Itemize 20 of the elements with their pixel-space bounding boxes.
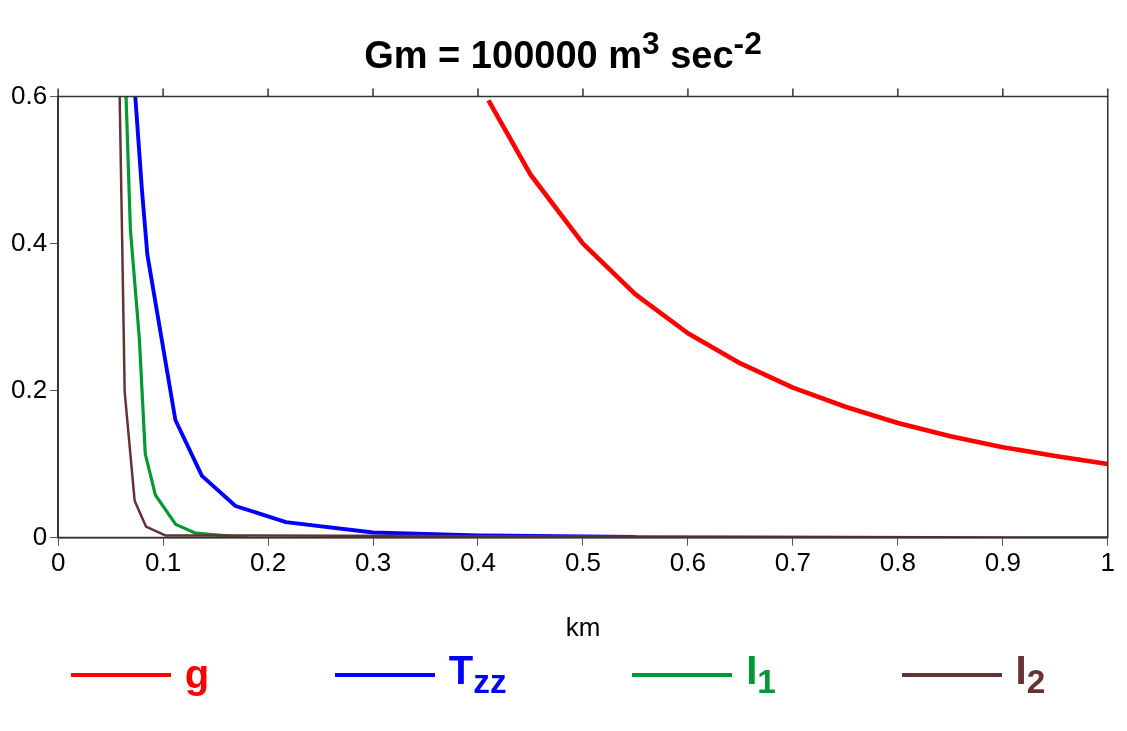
chart-title: Gm = 100000 m$^{3}$ sec$^{-2}$: [363, 24, 763, 78]
x-tick-label: 0.8: [879, 547, 916, 578]
x-tick-label: 0.7: [774, 547, 811, 578]
legend-label: g: [184, 652, 210, 697]
x-tick-label: 0.1: [145, 547, 182, 578]
x-tick-label: 0.9: [984, 547, 1021, 578]
x-tick-label: 0.3: [354, 547, 392, 578]
y-tick-label: 0.4: [10, 226, 48, 257]
legend-label: I$_{1}$: [746, 648, 776, 701]
x-tick-label: 0.6: [669, 547, 706, 578]
x-tick-label: 0.5: [564, 547, 602, 578]
x-tick-label: 0.2: [249, 547, 287, 578]
x-axis-title: km: [565, 611, 601, 642]
x-tick-label: 0.4: [459, 547, 497, 578]
y-tick-label: 0: [32, 520, 48, 551]
legend-label: I$_{2}$: [1015, 648, 1046, 701]
y-tick-label: 0.2: [10, 373, 48, 404]
x-tick-label: 1: [1100, 547, 1115, 578]
legend-label: T$_{zz}$: [448, 648, 507, 701]
y-tick-label: 0.6: [10, 79, 48, 110]
